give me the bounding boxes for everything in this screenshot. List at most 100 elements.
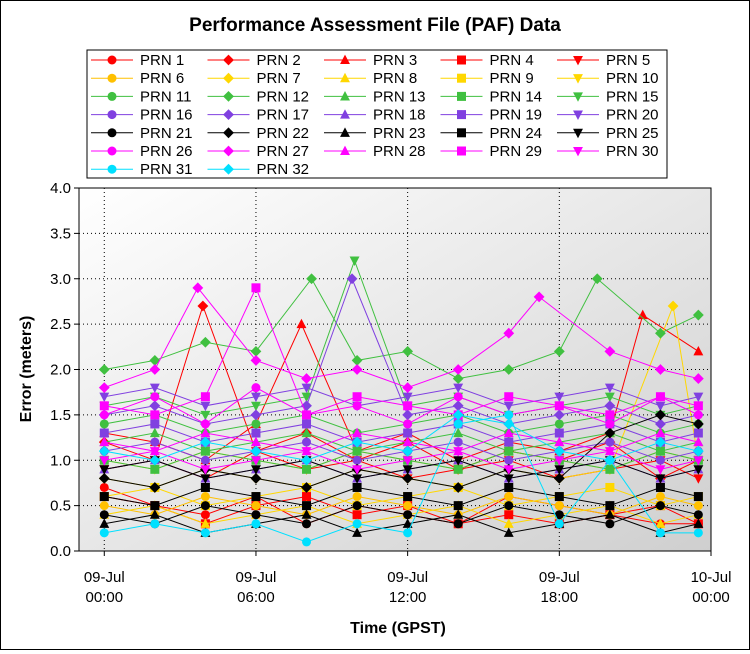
legend-swatch-marker (340, 145, 350, 156)
data-point (504, 392, 514, 402)
legend-label: PRN 13 (373, 88, 426, 105)
legend-swatch-marker (223, 72, 234, 84)
data-point (504, 410, 514, 420)
x-tick-label-date: 09-Jul (539, 569, 580, 586)
legend-item: PRN 29 (440, 143, 542, 160)
data-point (503, 527, 514, 537)
x-axis-label: Time (GPST) (350, 620, 446, 637)
chart-title: Performance Assessment File (PAF) Data (189, 15, 561, 36)
data-point (251, 383, 261, 393)
data-point (200, 474, 211, 484)
data-point (693, 510, 703, 520)
legend-swatch-marker (340, 127, 350, 137)
legend-swatch-marker (107, 146, 117, 156)
legend-label: PRN 17 (257, 107, 310, 124)
data-point (452, 400, 464, 412)
data-point (503, 327, 515, 339)
data-point (655, 501, 665, 511)
data-point (453, 419, 463, 429)
legend-label: PRN 3 (373, 52, 417, 69)
legend-item: PRN 30 (557, 143, 659, 160)
legend-label: PRN 18 (373, 107, 426, 124)
data-point (503, 427, 514, 438)
data-point (655, 401, 666, 412)
legend-swatch-marker (107, 128, 117, 138)
data-point (302, 437, 312, 447)
legend-item: PRN 32 (207, 161, 309, 178)
data-point (604, 447, 615, 457)
data-point (453, 383, 464, 394)
data-point (200, 446, 210, 456)
data-point (605, 464, 615, 474)
data-point (692, 373, 704, 384)
data-point (554, 428, 564, 438)
data-point (200, 518, 211, 528)
data-point (692, 309, 704, 321)
data-point (554, 401, 564, 411)
series-27 (98, 282, 704, 394)
data-point (352, 401, 362, 411)
data-point (655, 528, 665, 538)
legend-swatch-marker (573, 128, 583, 139)
data-point (349, 256, 360, 266)
legend-item: PRN 16 (91, 107, 193, 124)
data-point (452, 373, 464, 384)
data-point (150, 464, 160, 474)
series-30 (99, 447, 704, 475)
data-point (251, 519, 261, 529)
legend-item: PRN 24 (440, 125, 542, 142)
legend-label: PRN 8 (373, 70, 417, 87)
legend-item: PRN 10 (557, 70, 659, 87)
data-point (352, 519, 362, 529)
data-point (693, 436, 704, 447)
data-point (693, 410, 703, 420)
legend-item: PRN 12 (207, 88, 309, 105)
data-point (99, 482, 109, 492)
data-point (99, 410, 109, 420)
data-point (149, 400, 161, 412)
data-point (693, 401, 703, 411)
data-point (403, 501, 413, 511)
data-point (99, 492, 109, 502)
data-point (150, 392, 160, 402)
data-point (352, 427, 363, 438)
data-point (351, 364, 363, 375)
legend-swatch-marker (573, 110, 583, 120)
data-point (591, 273, 603, 285)
legend-label: PRN 14 (490, 88, 543, 105)
data-point (504, 482, 514, 492)
data-point (99, 392, 110, 403)
data-point (99, 510, 109, 520)
data-point (402, 465, 413, 475)
data-point (605, 501, 615, 511)
legend-swatch-marker (107, 164, 117, 174)
legend-item: PRN 25 (557, 125, 659, 142)
data-point (604, 427, 616, 439)
data-point (99, 401, 109, 411)
data-point (453, 464, 463, 474)
data-point (504, 455, 514, 465)
data-point (149, 427, 160, 438)
data-point (453, 519, 463, 529)
legend-item: PRN 19 (440, 107, 542, 124)
data-point (302, 537, 312, 547)
legend-item: PRN 3 (324, 52, 417, 69)
data-point (605, 519, 615, 529)
data-point (533, 291, 545, 303)
data-point (251, 436, 261, 447)
data-point (604, 454, 616, 466)
series-21 (99, 501, 703, 529)
legend-item: PRN 18 (324, 107, 426, 124)
legend-label: PRN 9 (490, 70, 534, 87)
data-point (352, 510, 362, 520)
data-point (402, 473, 414, 484)
data-point (655, 465, 666, 475)
data-point (452, 409, 464, 421)
data-point (604, 392, 615, 403)
data-point (403, 428, 413, 438)
data-point (554, 436, 565, 447)
data-point (402, 436, 413, 447)
data-point (503, 364, 515, 375)
data-point (99, 456, 110, 466)
